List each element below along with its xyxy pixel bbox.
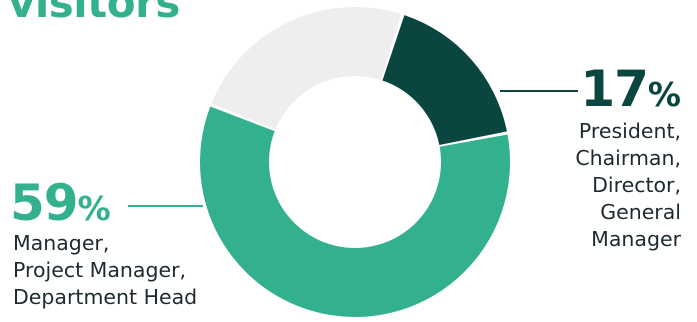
donut-slice-2	[211, 6, 402, 130]
slice-description-line: Department Head	[13, 285, 198, 309]
percent-sign: %	[647, 75, 681, 114]
percent-value: 59	[10, 174, 79, 232]
slice-description-manager: Manager, Project Manager, Department Hea…	[13, 230, 197, 311]
chart-heading: visitors	[8, 0, 180, 27]
slice-percent-label-manager: 59%	[10, 178, 111, 228]
slice-description-line: Director,	[592, 173, 681, 197]
slice-percent-label-senior: 17%	[580, 64, 681, 114]
donut-slice-1	[199, 106, 510, 317]
slice-description-senior: President, Chairman, Director, General M…	[575, 118, 681, 253]
slice-description-line: Manager	[591, 227, 681, 251]
percent-sign: %	[77, 189, 111, 228]
slice-description-line: Chairman,	[575, 146, 681, 170]
percent-value: 17	[580, 60, 649, 118]
slice-description-line: Project Manager,	[13, 258, 187, 282]
slice-description-line: Manager,	[13, 231, 110, 255]
donut-slice-0	[382, 15, 507, 146]
slice-description-line: General	[600, 200, 681, 224]
slice-description-line: President,	[578, 119, 681, 143]
